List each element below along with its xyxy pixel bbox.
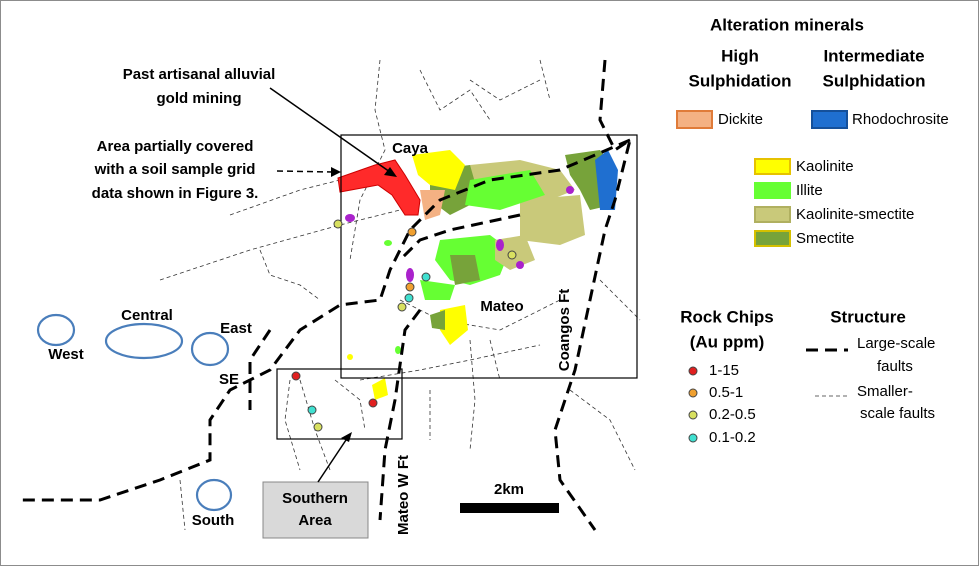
legend-swatch	[754, 206, 791, 223]
legend-marker	[688, 366, 698, 376]
legend-swatch	[754, 230, 791, 247]
legend-swatch	[676, 110, 713, 129]
legend-marker	[688, 433, 698, 443]
legend-item: Dickite	[718, 111, 763, 128]
map-label: Caya	[392, 140, 429, 157]
map-label: SE	[219, 371, 239, 388]
legend-item: scale faults	[860, 405, 935, 422]
map-label: South	[192, 512, 235, 529]
legend-item: Smectite	[796, 230, 854, 247]
annotation: data shown in Figure 3.	[92, 185, 259, 202]
legend-heading: Sulphidation	[689, 71, 792, 90]
arrow-head	[384, 167, 397, 177]
legend-title: (Au ppm)	[690, 332, 765, 351]
legend-item: Large-scale	[857, 335, 935, 352]
legend-swatch	[754, 182, 791, 199]
callout-label: Southern	[282, 490, 348, 507]
legend-heading: Sulphidation	[823, 71, 926, 90]
scale-label: 2km	[494, 481, 524, 498]
legend-heading: Intermediate	[823, 46, 924, 65]
southern-area-box	[276, 368, 403, 440]
map-label: West	[48, 346, 84, 363]
legend-title: Structure	[830, 307, 906, 326]
large-faults	[20, 59, 633, 531]
annotation: gold mining	[157, 90, 242, 107]
rock-chips	[291, 219, 517, 432]
legend: Alteration minerals High Sulphidation In…	[676, 15, 949, 446]
legend-item: Kaolinite	[796, 158, 854, 175]
arrow-head	[331, 167, 341, 177]
legend-heading: High	[721, 46, 759, 65]
mining-area	[337, 159, 421, 216]
legend-marker	[688, 388, 698, 398]
study-area-box	[340, 134, 638, 379]
callout-label: Area	[298, 512, 332, 529]
southern-area-callout	[262, 481, 369, 539]
east-area	[190, 331, 230, 367]
legend-item: Rhodochrosite	[852, 111, 949, 128]
legend-swatch	[754, 158, 791, 175]
map-label: Mateo	[480, 298, 523, 315]
legend-title: Alteration minerals	[710, 15, 864, 34]
map-label: Central	[121, 307, 173, 324]
fault-label: Mateo W Ft	[395, 455, 412, 535]
annotation: Past artisanal alluvial	[123, 66, 276, 83]
legend-marker	[688, 410, 698, 420]
arrow-head	[341, 432, 352, 442]
map-label: East	[220, 320, 252, 337]
legend-item: 0.2-0.5	[709, 406, 756, 423]
legend-item: Smaller-	[857, 383, 913, 400]
legend-swatch	[811, 110, 848, 129]
west-area	[36, 313, 76, 347]
central-area	[104, 322, 184, 360]
legend-item: 1-15	[709, 362, 739, 379]
legend-item: 0.1-0.2	[709, 429, 756, 446]
legend-item: 0.5-1	[709, 384, 743, 401]
scale-bar	[460, 503, 559, 513]
legend-item: faults	[877, 358, 913, 375]
alteration-zones	[345, 150, 618, 400]
fault-label: Coangos Ft	[556, 289, 573, 372]
legend-item: Illite	[796, 182, 823, 199]
annotation: Area partially covered	[97, 138, 254, 155]
annotation: with a soil sample grid	[94, 161, 256, 178]
legend-item: Kaolinite-smectite	[796, 206, 914, 223]
annotation-arrow	[269, 87, 391, 173]
callout-arrow	[317, 436, 349, 483]
legend-title: Rock Chips	[680, 307, 774, 326]
south-area	[195, 478, 233, 512]
